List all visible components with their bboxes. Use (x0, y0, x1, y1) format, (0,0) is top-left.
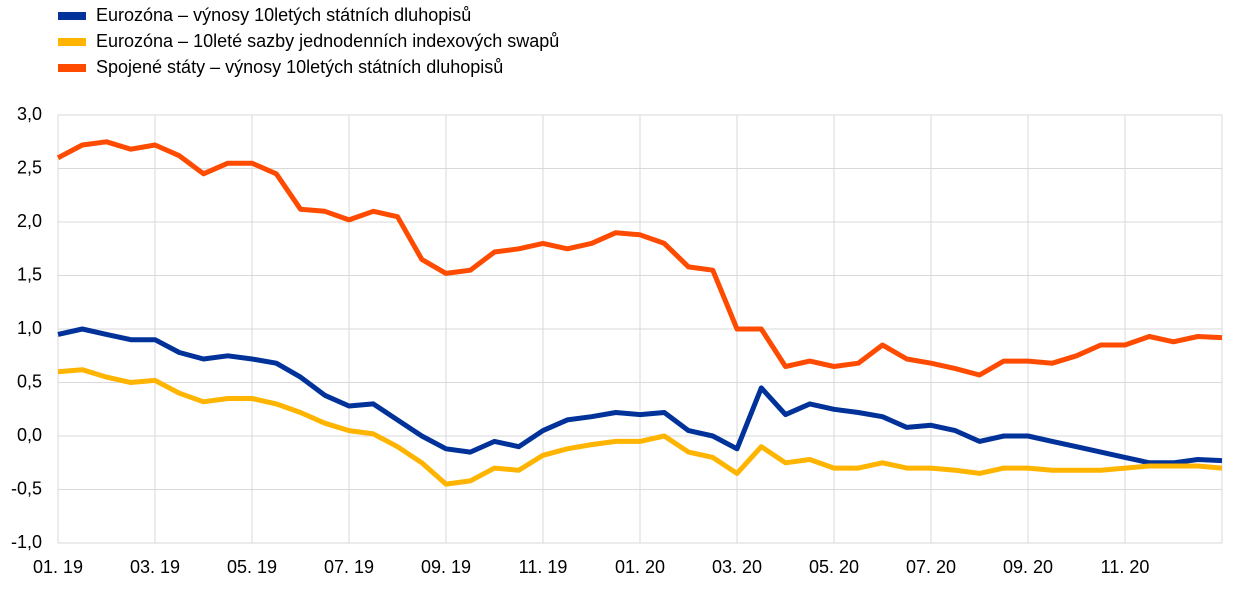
y-tick-label: 2,5 (17, 157, 42, 177)
y-tick-label: -0,5 (11, 478, 42, 498)
x-tick-label: 01. 20 (615, 557, 665, 577)
x-tick-label: 03. 19 (130, 557, 180, 577)
x-tick-label: 05. 20 (809, 557, 859, 577)
x-tick-label: 05. 19 (227, 557, 277, 577)
legend-swatch (58, 38, 86, 46)
x-tick-label: 09. 19 (421, 557, 471, 577)
x-tick-label: 07. 20 (906, 557, 956, 577)
x-tick-label: 11. 19 (519, 557, 568, 577)
y-tick-label: 1,5 (17, 264, 42, 284)
legend-label: Spojené státy – výnosy 10letých státních… (96, 57, 503, 77)
y-tick-label: 3,0 (17, 104, 42, 124)
y-tick-label: 0,5 (17, 371, 42, 391)
x-tick-label: 09. 20 (1003, 557, 1053, 577)
series-line (56, 139, 1223, 378)
legend-swatch (58, 12, 86, 20)
y-tick-label: -1,0 (11, 532, 42, 552)
series-line (57, 367, 1223, 487)
legend-label: Eurozóna – výnosy 10letých státních dluh… (96, 5, 471, 25)
y-tick-label: 0,0 (17, 425, 42, 445)
legend-swatch (58, 64, 86, 72)
x-tick-label: 01. 19 (33, 557, 83, 577)
x-tick-label: 11. 20 (1101, 557, 1150, 577)
x-tick-label: 07. 19 (324, 557, 374, 577)
y-tick-label: 1,0 (17, 318, 42, 338)
x-tick-label: 03. 20 (712, 557, 762, 577)
y-tick-label: 2,0 (17, 211, 42, 231)
legend-label: Eurozóna – 10leté sazby jednodenních ind… (96, 31, 559, 51)
series-line (57, 326, 1223, 466)
